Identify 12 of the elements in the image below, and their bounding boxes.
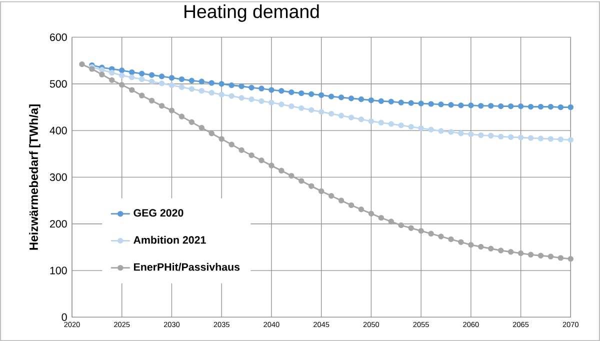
y-tick-label: 500 <box>50 80 67 88</box>
y-axis-title: Heizwärmebedarf [TWh/a] <box>29 104 40 250</box>
y-tick-label: 600 <box>50 33 67 41</box>
chart-title: Heating demand <box>184 4 319 22</box>
y-tick-label: 100 <box>50 266 67 274</box>
y-tick-label: 300 <box>50 173 67 181</box>
legend-label: Ambition 2021 <box>134 236 206 244</box>
legend-label: GEG 2020 <box>134 209 184 217</box>
y-tick-label: 400 <box>50 126 67 134</box>
y-tick-label: 0 <box>62 313 67 321</box>
y-tick-label: 200 <box>50 220 67 228</box>
legend-label: EnerPHit/Passivhaus <box>134 262 240 271</box>
